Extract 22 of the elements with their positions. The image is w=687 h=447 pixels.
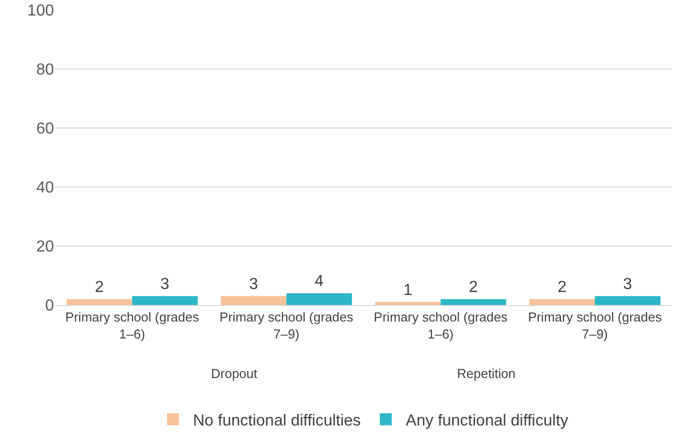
x-tick-label: Primary school (grades 1–6): [65, 310, 200, 342]
legend-label: Any functional difficulty: [406, 412, 568, 430]
legend-label: No functional difficulties: [193, 412, 361, 430]
y-tick-label: 0: [45, 298, 54, 315]
y-tick-label: 40: [36, 180, 54, 197]
data-label: 3: [249, 276, 258, 294]
text: Repetition: [457, 366, 516, 381]
data-label: 1: [403, 282, 412, 300]
data-label: 3: [160, 276, 170, 294]
x-tick-label: Primary school (grades 1–6): [374, 310, 508, 342]
data-label: 3: [623, 276, 632, 294]
x-tick-label: Primary school (grades 7–9): [528, 310, 662, 342]
data-label: 2: [558, 279, 567, 296]
y-tick-label: 60: [36, 120, 54, 138]
y-tick-label: 80: [36, 62, 54, 79]
y-tick-label: 100: [27, 2, 54, 20]
data-label: 4: [314, 273, 324, 290]
x-tick-label: Primary school (grades 7–9): [220, 310, 354, 342]
text: Dropout: [211, 366, 258, 381]
data-label: 2: [94, 279, 104, 296]
data-label: 2: [468, 279, 478, 296]
y-tick-label: 20: [36, 238, 54, 256]
